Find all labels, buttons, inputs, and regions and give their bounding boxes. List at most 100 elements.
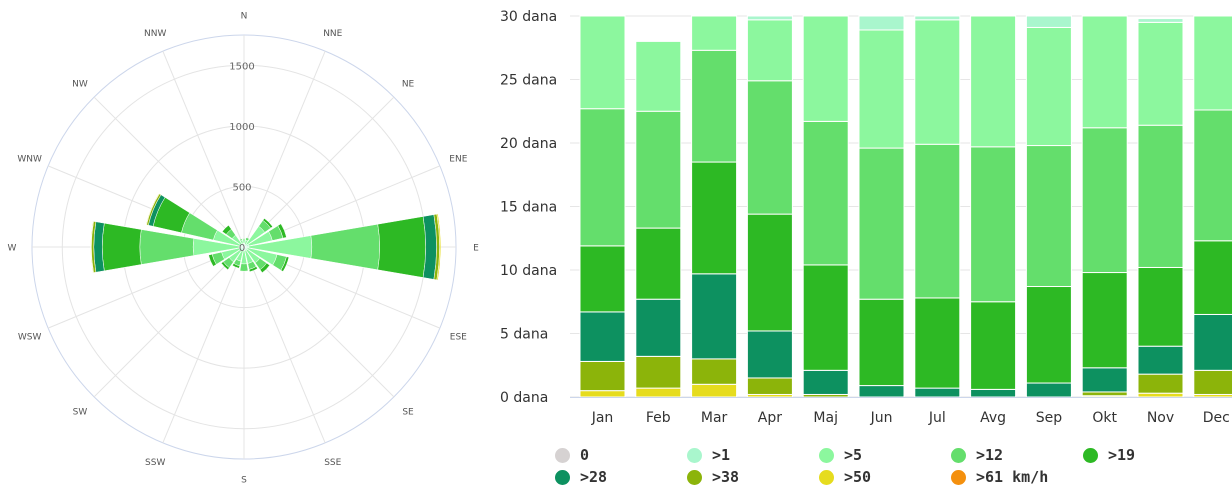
bar-segment-mar[interactable] xyxy=(691,273,738,360)
bar-segment-jan[interactable] xyxy=(579,390,626,398)
legend-item-12[interactable]: >12 xyxy=(951,446,1003,464)
bar-segment-mar[interactable] xyxy=(691,358,738,385)
bar-segment-okt[interactable] xyxy=(1081,15,1128,129)
legend-item-0[interactable]: 0 xyxy=(555,446,589,464)
bar-segment-avg[interactable] xyxy=(970,388,1017,398)
bar-segment-sep[interactable] xyxy=(1025,26,1072,147)
bar-segment-nov[interactable] xyxy=(1137,373,1184,394)
legend-item-50[interactable]: >50 xyxy=(819,468,871,486)
bar-segment-feb[interactable] xyxy=(635,227,682,300)
rose-segment-ene[interactable] xyxy=(277,223,287,239)
rose-segment-wnw[interactable] xyxy=(145,193,160,226)
rose-segment-w[interactable] xyxy=(90,220,94,274)
bar-segment-maj[interactable] xyxy=(802,120,849,266)
legend-item-19[interactable]: >19 xyxy=(1083,446,1135,464)
bar-segment-maj[interactable] xyxy=(802,15,849,122)
rose-segment-e[interactable] xyxy=(436,213,442,281)
legend-item-28[interactable]: >28 xyxy=(555,468,607,486)
bar-segment-jan[interactable] xyxy=(579,15,626,110)
bar-segment-sep[interactable] xyxy=(1025,286,1072,384)
bar-segment-okt[interactable] xyxy=(1081,367,1128,393)
bar-segment-nov[interactable] xyxy=(1137,345,1184,375)
bar-segment-jul[interactable] xyxy=(914,19,961,145)
rose-segment-ssw[interactable] xyxy=(232,263,240,269)
bar-segment-jan[interactable] xyxy=(579,245,626,313)
bar-segment-apr[interactable] xyxy=(746,19,793,82)
bar-segment-okt[interactable] xyxy=(1081,127,1128,274)
legend-item-38[interactable]: >38 xyxy=(687,468,739,486)
bar-segment-apr[interactable] xyxy=(746,377,793,395)
legend-item-5[interactable]: >5 xyxy=(819,446,862,464)
bar-segment-nov[interactable] xyxy=(1137,266,1184,347)
bar-segment-nov[interactable] xyxy=(1137,18,1184,23)
rose-segment-w[interactable] xyxy=(102,222,142,272)
bar-segment-jul[interactable] xyxy=(914,15,961,21)
legend-item-61[interactable]: >61 km/h xyxy=(951,468,1048,486)
bar-segment-avg[interactable] xyxy=(970,15,1017,148)
bar-segment-jun[interactable] xyxy=(858,29,905,149)
bar-segment-jul[interactable] xyxy=(914,387,961,398)
bar-segment-jan[interactable] xyxy=(579,108,626,247)
bar-segment-mar[interactable] xyxy=(691,15,738,51)
legend-marker xyxy=(555,469,570,485)
y-tick-label: 20 dana xyxy=(500,136,557,152)
bar-segment-apr[interactable] xyxy=(746,213,793,332)
bar-segment-nov[interactable] xyxy=(1137,21,1184,126)
rose-segment-se[interactable] xyxy=(259,262,271,274)
bar-segment-jul[interactable] xyxy=(914,297,961,389)
bar-segment-jun[interactable] xyxy=(858,147,905,300)
bar-segment-jun[interactable] xyxy=(858,298,905,387)
bar-segment-feb[interactable] xyxy=(635,355,682,389)
rose-segment-nnw[interactable] xyxy=(239,238,243,242)
rose-segment-sw[interactable] xyxy=(220,261,230,271)
bar-segment-mar[interactable] xyxy=(691,383,738,398)
bar-segment-dec[interactable] xyxy=(1193,15,1232,111)
bar-segment-avg[interactable] xyxy=(970,146,1017,303)
bar-segment-dec[interactable] xyxy=(1193,313,1232,371)
bar-segment-nov[interactable] xyxy=(1137,392,1184,398)
legend-marker xyxy=(687,447,702,463)
bar-segment-jan[interactable] xyxy=(579,311,626,362)
bar-segment-feb[interactable] xyxy=(635,387,682,398)
rose-segment-nw[interactable] xyxy=(221,224,232,235)
direction-label: S xyxy=(241,476,247,486)
rose-segment-wsw[interactable] xyxy=(208,253,217,267)
bar-segment-feb[interactable] xyxy=(635,110,682,229)
rose-segment-e[interactable] xyxy=(310,223,380,271)
bar-segment-dec[interactable] xyxy=(1193,240,1232,315)
bar-segment-okt[interactable] xyxy=(1081,391,1128,397)
rose-segment-w[interactable] xyxy=(139,229,195,265)
bar-segment-maj[interactable] xyxy=(802,369,849,395)
bar-segment-okt[interactable] xyxy=(1081,272,1128,369)
bar-segment-jun[interactable] xyxy=(858,15,905,31)
bar-segment-apr[interactable] xyxy=(746,80,793,215)
bar-segment-avg[interactable] xyxy=(970,301,1017,390)
rose-segment-e[interactable] xyxy=(377,216,426,278)
legend-label: >28 xyxy=(580,468,608,486)
rose-segment-nne[interactable] xyxy=(245,237,250,242)
bar-segment-sep[interactable] xyxy=(1025,145,1072,288)
bar-segment-dec[interactable] xyxy=(1193,109,1232,242)
rose-segment-n[interactable] xyxy=(242,238,246,241)
bar-segment-jan[interactable] xyxy=(579,360,626,392)
legend-item-1[interactable]: >1 xyxy=(687,446,730,464)
bar-segment-jul[interactable] xyxy=(914,143,961,299)
x-tick-label: Jul xyxy=(928,410,946,426)
bar-segment-maj[interactable] xyxy=(802,264,849,371)
bar-segment-sep[interactable] xyxy=(1025,15,1072,28)
bar-segment-feb[interactable] xyxy=(635,298,682,357)
rose-segment-ese[interactable] xyxy=(280,256,290,272)
bar-segment-apr[interactable] xyxy=(746,15,793,21)
rose-segment-sse[interactable] xyxy=(248,266,258,273)
rose-segment-ne[interactable] xyxy=(262,217,274,229)
rose-segment-s[interactable] xyxy=(239,263,249,272)
bar-segment-nov[interactable] xyxy=(1137,124,1184,268)
bar-segment-feb[interactable] xyxy=(635,40,682,112)
bar-segment-jun[interactable] xyxy=(858,385,905,398)
bar-segment-mar[interactable] xyxy=(691,161,738,275)
bar-segment-sep[interactable] xyxy=(1025,382,1072,398)
bar-segment-dec[interactable] xyxy=(1193,369,1232,395)
bar-segment-apr[interactable] xyxy=(746,330,793,379)
bar-segment-mar[interactable] xyxy=(691,49,738,163)
spoke-line xyxy=(243,246,326,444)
